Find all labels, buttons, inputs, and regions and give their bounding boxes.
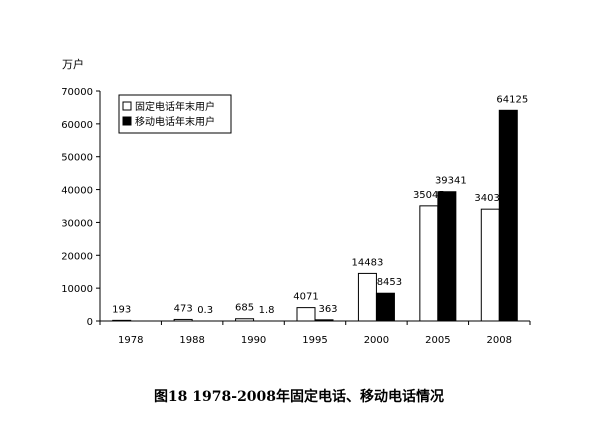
bar-value-label-mobile: 363 [318,304,337,315]
y-axis-unit-label: 万户 [62,57,84,71]
bar-fixed-line [481,209,499,321]
x-tick-labels: 1978 1988 1990 1995 2000 2005 2008 [118,335,512,346]
bar-value-label-mobile: 8453 [377,277,402,288]
bar-mobile [499,110,517,321]
x-tick-label: 2005 [425,335,450,346]
legend-label: 固定电话年末用户 [135,100,215,113]
y-tick-label: 10000 [61,284,93,295]
x-tick-label: 1995 [302,335,327,346]
bar-mobile [376,293,394,321]
bar-mobile [438,192,456,321]
legend-swatch [123,117,131,125]
y-tick-label: 50000 [61,153,93,164]
bar-value-label-fixed: 35045 [413,190,445,201]
bar-value-label-fixed: 193 [112,304,131,315]
bar-value-label-fixed: 473 [174,303,193,314]
legend-label: 移动电话年末用户 [135,115,215,128]
bar-value-label-fixed: 34036 [474,193,506,204]
y-tick-labels: 0 10000 20000 30000 40000 50000 60000 70000 [61,87,93,328]
x-tick-label: 1990 [241,335,266,346]
y-tick-label: 40000 [61,186,93,197]
bar-value-label-fixed: 14483 [352,257,384,268]
bar-fixed-line [174,319,192,321]
bar-value-label-mobile: 64125 [496,94,528,105]
bar-value-label-mobile: 39341 [435,176,467,187]
y-tick-label: 70000 [61,87,93,98]
bar-value-label-mobile: 1.8 [259,305,275,316]
bar-value-label-mobile: 0.3 [197,305,213,316]
x-tick-label: 2008 [487,335,512,346]
figure-caption: 图18 1978-2008年固定电话、移动电话情况 [0,386,598,406]
bars [113,110,518,321]
bar-fixed-line [358,273,376,321]
y-tick-label: 60000 [61,120,93,131]
bar-fixed-line [297,308,315,321]
bar-fixed-line [113,320,131,321]
bar-mobile [315,320,333,321]
y-tick-label: 0 [87,317,93,328]
x-tick-label: 1978 [118,335,143,346]
legend-swatch [123,102,131,110]
x-tick-label: 2000 [364,335,389,346]
bar-value-label-fixed: 685 [235,303,254,314]
y-tick-label: 20000 [61,251,93,262]
bar-value-label-fixed: 4071 [293,292,318,303]
bar-fixed-line [236,319,254,321]
bar-fixed-line [420,206,438,321]
y-tick-label: 30000 [61,218,93,229]
x-tick-label: 1988 [179,335,204,346]
